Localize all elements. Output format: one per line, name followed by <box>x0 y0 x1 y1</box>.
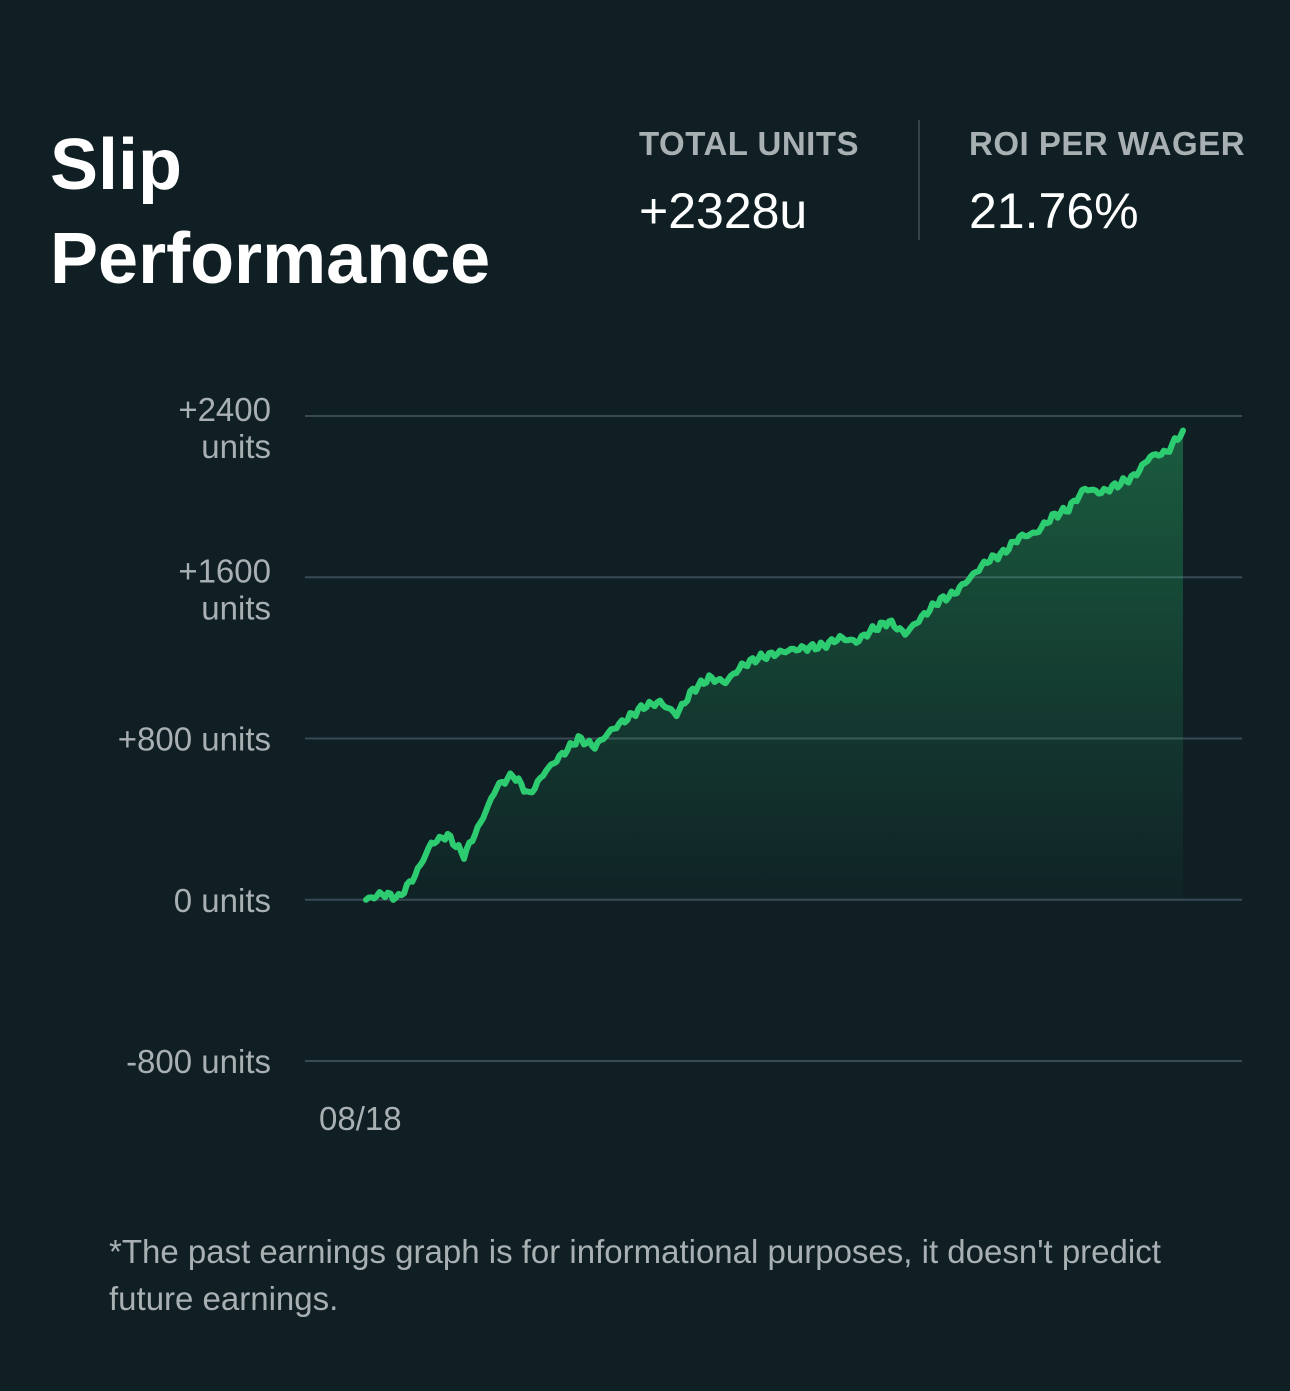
series-area <box>366 430 1183 900</box>
total-units-value: +2328u <box>639 183 808 239</box>
total-units-label: TOTAL UNITS <box>639 125 859 162</box>
roi-per-wager-stat: ROI PER WAGER 21.76% <box>969 120 1245 243</box>
roi-per-wager-label: ROI PER WAGER <box>969 125 1246 162</box>
x-tick-label: 08/18 <box>319 1100 402 1137</box>
series-line <box>363 427 1186 903</box>
page-title: Slip Performance <box>50 125 491 299</box>
y-tick-label: +2400 units <box>178 391 271 465</box>
roi-per-wager-value: 21.76% <box>969 183 1139 239</box>
disclaimer-text: *The past earnings graph is for informat… <box>109 1233 1161 1317</box>
performance-chart: +2400 units +1600 units +800 units 0 units -80… <box>118 391 1242 1137</box>
stat-divider <box>918 120 920 240</box>
y-tick-label: 0 units <box>174 882 271 919</box>
y-tick-label: +1600 units <box>178 552 271 626</box>
y-tick-label: +800 units <box>118 721 271 758</box>
total-units-stat: TOTAL UNITS +2328u <box>639 120 859 243</box>
y-tick-label: -800 units <box>126 1043 271 1080</box>
